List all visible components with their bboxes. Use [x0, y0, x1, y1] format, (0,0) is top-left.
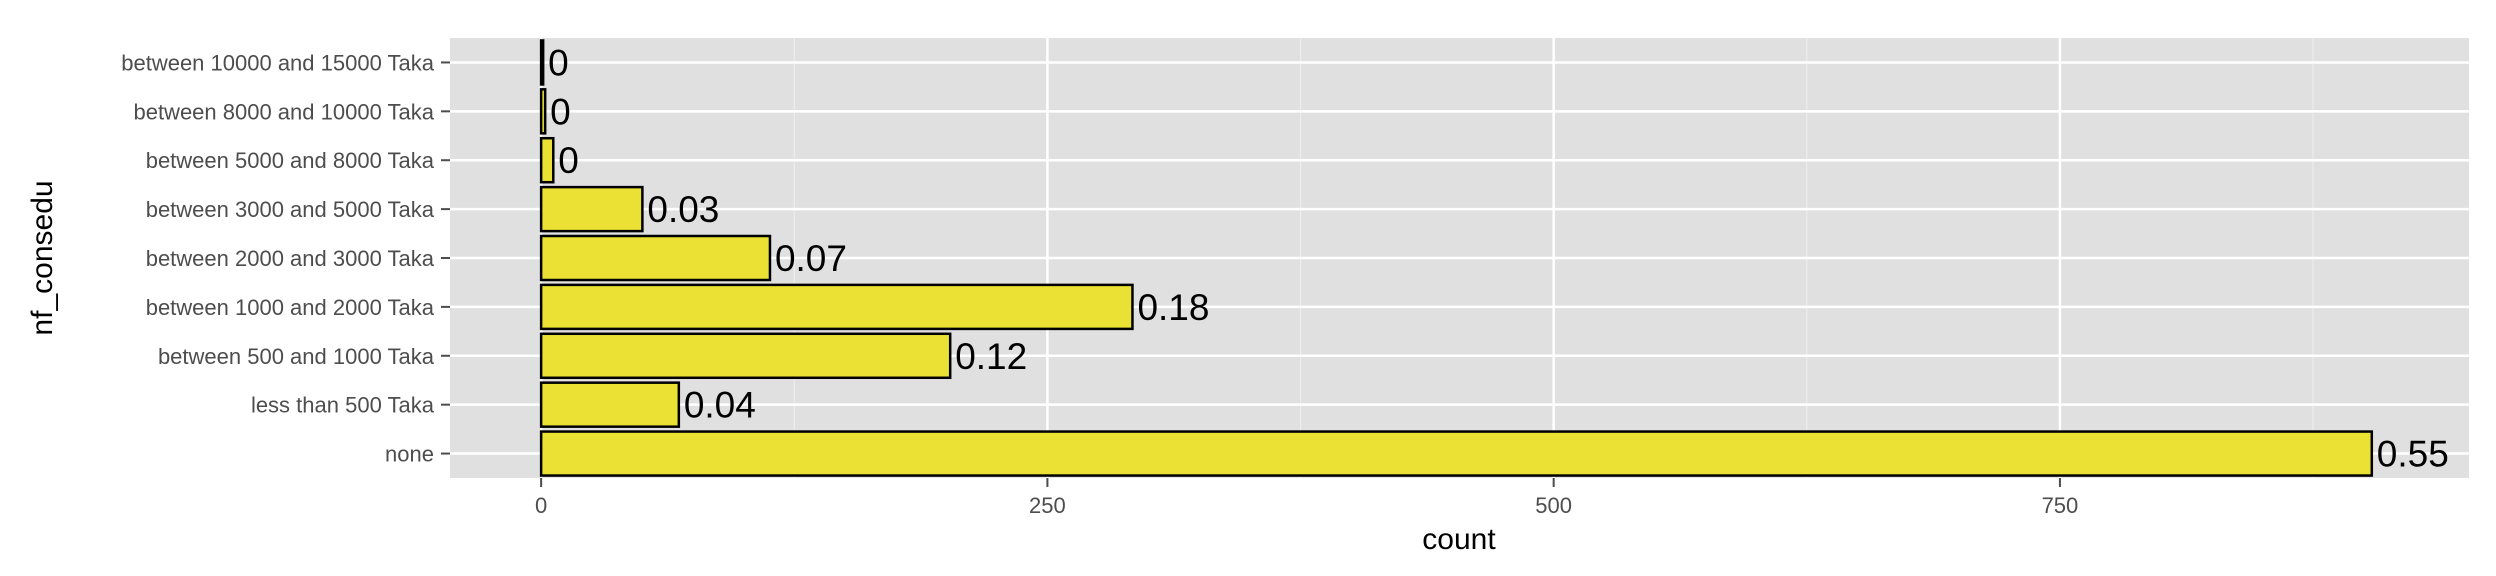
data-label: 0 — [548, 42, 569, 83]
bar — [539, 136, 555, 184]
data-label: 0.03 — [647, 189, 719, 230]
bars — [539, 39, 2374, 477]
y-tick-label: between 10000 and 15000 Taka — [121, 50, 435, 75]
data-label: 0.18 — [1137, 287, 1209, 328]
bar — [539, 39, 545, 86]
x-tick-label: 250 — [1029, 493, 1066, 518]
data-label: 0.55 — [2377, 434, 2449, 475]
x-axis: 0 250 500 750 — [535, 478, 2078, 518]
y-tick-label: between 500 and 1000 Taka — [158, 344, 435, 369]
y-tick-label: between 1000 and 2000 Taka — [146, 295, 435, 320]
bar — [539, 234, 772, 282]
bar — [539, 88, 547, 135]
data-label: 0 — [550, 91, 571, 132]
y-tick-label: less than 500 Taka — [251, 393, 435, 418]
bar — [539, 185, 644, 233]
data-label: 0.12 — [955, 336, 1027, 377]
data-label: 0.07 — [775, 238, 847, 279]
bar — [539, 283, 1134, 331]
y-axis-title: nf_consedu — [26, 180, 59, 335]
y-tick-label: between 3000 and 5000 Taka — [146, 197, 435, 222]
data-label: 0 — [558, 140, 579, 181]
y-tick-label: between 8000 and 10000 Taka — [133, 99, 434, 124]
x-axis-title: count — [1422, 523, 1496, 556]
data-labels: 0.55 0.04 0.12 0.18 0.07 0.03 0 0 0 — [548, 42, 2449, 474]
x-tick-label: 750 — [2042, 493, 2079, 518]
bar — [539, 381, 681, 428]
bar — [539, 430, 2374, 477]
y-tick-label: between 5000 and 8000 Taka — [146, 148, 435, 173]
y-tick-label: between 2000 and 3000 Taka — [146, 246, 435, 271]
x-tick-label: 500 — [1535, 493, 1572, 518]
x-tick-label: 0 — [535, 493, 547, 518]
y-axis: none less than 500 Taka between 500 and 10… — [121, 50, 450, 467]
y-tick-label: none — [385, 442, 434, 467]
bar — [539, 332, 952, 380]
data-label: 0.04 — [684, 385, 756, 426]
